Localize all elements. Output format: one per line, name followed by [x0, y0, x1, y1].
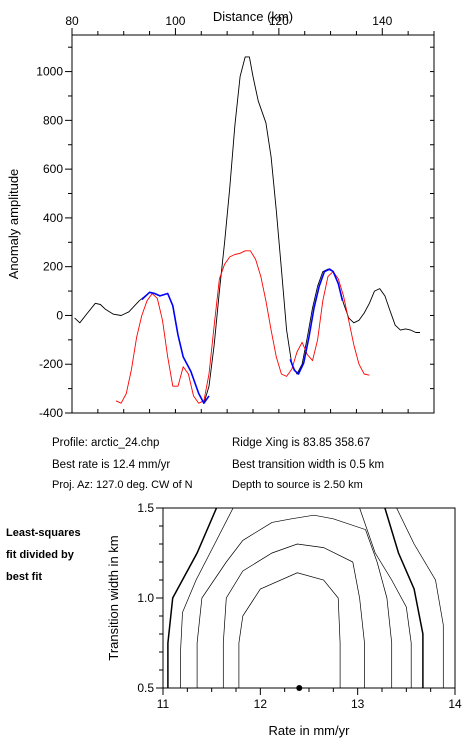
- contour-x-tick-label: 14: [448, 697, 462, 711]
- contour-y-tick-label: 1.0: [137, 591, 154, 605]
- profile-y-tick-label: 0: [56, 308, 63, 322]
- profile-y-tick-label: 600: [43, 162, 63, 176]
- contour-y-axis-label: Transition width in km: [106, 535, 121, 660]
- contour-line-4: [222, 543, 365, 688]
- contour-line-6: [359, 507, 412, 688]
- misfit-contour-chart: Rate in mm/yr Transition width in km 11 1…: [106, 501, 462, 738]
- side-note: Least-squares fit divided by best fit: [6, 522, 81, 588]
- side-note-line-2: fit divided by: [6, 549, 74, 561]
- contour-x-tick-label: 12: [254, 697, 268, 711]
- fit-window-line-left: [141, 291, 210, 405]
- best-fit-marker: [296, 685, 303, 691]
- profile-y-tick-label: -400: [39, 406, 63, 420]
- profile-plot-frame: [71, 34, 435, 414]
- profile-x-axis-label: Distance (km): [213, 9, 293, 24]
- profile-ticks: 80 100 120 140 -400 -200 0 200 400 600 800 1000: [36, 14, 435, 420]
- profile-y-tick-label: -200: [39, 357, 63, 371]
- profile-y-tick-label: 400: [43, 211, 63, 225]
- profile-name: Profile: arctic_24.chp: [52, 437, 160, 449]
- depth-to-source: Depth to source is 2.50 km: [232, 479, 363, 491]
- ridge-crossing: Ridge Xing is 83.85 358.67: [232, 437, 371, 449]
- contour-lines: [167, 507, 444, 688]
- profile-y-axis-label: Anomaly amplitude: [6, 169, 21, 280]
- profile-y-tick-label: 1000: [36, 65, 63, 79]
- best-rate: Best rate is 12.4 mm/yr: [52, 459, 171, 471]
- profile-series: [74, 56, 420, 405]
- contour-line-7: [384, 507, 424, 688]
- observed-anomaly-line: [74, 56, 420, 404]
- side-note-line-1: Least-squares: [6, 527, 81, 539]
- fit-window-line-right: [289, 268, 344, 375]
- contour-x-axis-label: Rate in mm/yr: [269, 723, 351, 738]
- contour-line-8: [396, 507, 444, 688]
- synthetic-anomaly-line: [115, 250, 370, 404]
- contour-y-tick-label: 1.5: [137, 501, 154, 515]
- contour-line-3: [196, 514, 393, 688]
- profile-x-tick-label: 140: [372, 14, 392, 28]
- side-note-line-3: best fit: [6, 571, 43, 583]
- best-transition-width: Best transition width is 0.5 km: [232, 459, 385, 471]
- projection-azimuth: Proj. Az: 127.0 deg. CW of N: [52, 479, 193, 491]
- contour-x-tick-label: 11: [157, 697, 170, 711]
- profile-y-tick-label: 800: [43, 113, 63, 127]
- profile-x-tick-label: 80: [65, 14, 79, 28]
- contour-line-2: [167, 507, 218, 688]
- contour-line-1: [180, 507, 234, 688]
- contour-x-tick-label: 13: [351, 697, 365, 711]
- contour-line-5: [238, 572, 341, 688]
- anomaly-profile-chart: Distance (km) Anomaly amplitude 80 100 120…: [6, 9, 435, 420]
- profile-y-tick-label: 200: [43, 260, 63, 274]
- profile-x-tick-label: 100: [165, 14, 185, 28]
- contour-y-tick-label: 0.5: [137, 681, 154, 695]
- contour-ticks: 11 12 13 14 0.5 1.0 1.5: [137, 501, 462, 711]
- profile-x-tick-label: 120: [269, 14, 289, 28]
